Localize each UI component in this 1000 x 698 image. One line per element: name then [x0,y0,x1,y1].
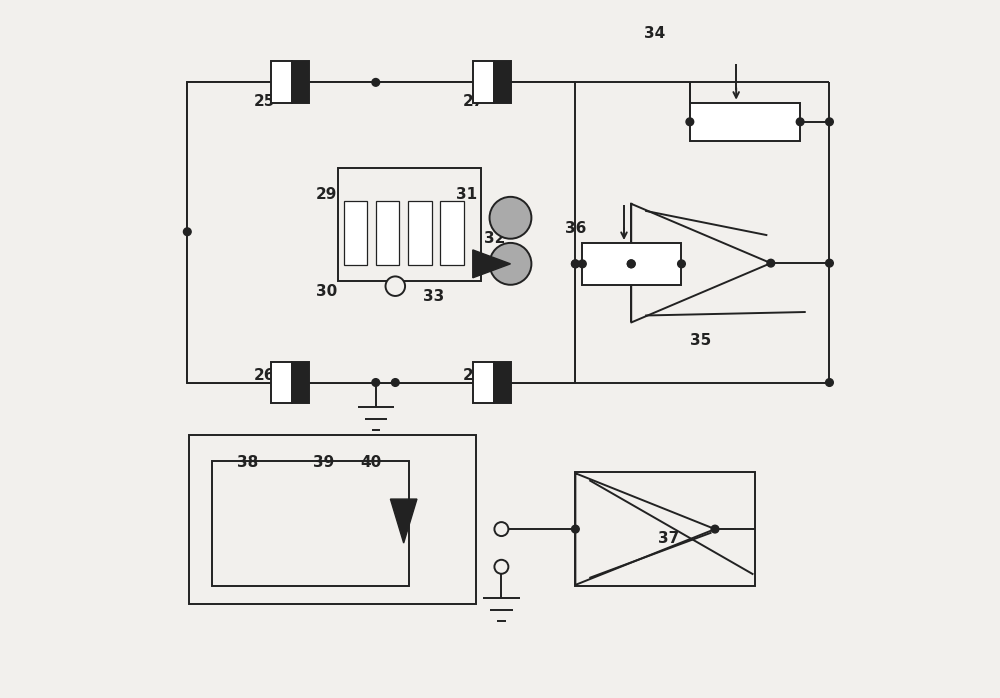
Circle shape [826,378,833,387]
Bar [376,201,399,265]
Bar [582,243,681,285]
Circle shape [391,378,399,387]
Bar [473,362,494,403]
Circle shape [767,260,775,267]
Text: 25: 25 [253,94,275,109]
Text: 40: 40 [360,454,381,470]
Circle shape [572,260,579,268]
Text: 38: 38 [237,454,258,470]
Bar [292,362,309,403]
Text: 33: 33 [423,289,444,304]
Circle shape [627,260,635,268]
Circle shape [572,525,579,533]
Circle shape [627,260,635,268]
Text: 32: 32 [484,231,505,246]
Circle shape [490,197,531,239]
Text: 31: 31 [456,186,477,202]
Circle shape [494,560,508,574]
Circle shape [711,525,719,533]
Circle shape [490,243,531,285]
Text: 39: 39 [313,454,335,470]
Circle shape [826,118,833,126]
Text: 27: 27 [463,94,484,109]
Bar [494,61,511,103]
Bar [473,61,494,103]
Circle shape [678,260,685,268]
Bar [212,461,409,586]
Bar [271,61,292,103]
Circle shape [386,276,405,296]
Polygon shape [473,250,510,278]
Circle shape [572,260,579,268]
Text: 34: 34 [644,26,666,41]
Bar [187,82,575,383]
Bar [440,201,464,265]
Text: 35: 35 [690,333,712,348]
Text: 29: 29 [316,186,338,202]
Bar [271,362,292,403]
Bar [344,201,367,265]
Circle shape [579,260,586,268]
Text: 36: 36 [565,221,586,237]
Circle shape [494,522,508,536]
Bar [690,103,800,141]
Bar [575,472,755,586]
Bar [408,201,432,265]
Text: 30: 30 [316,284,338,299]
Bar [189,435,476,604]
Bar [292,61,309,103]
Circle shape [826,260,833,267]
Text: 26: 26 [253,368,275,383]
Bar [494,362,511,403]
Text: 28: 28 [463,368,484,383]
Circle shape [796,118,804,126]
Circle shape [686,118,694,126]
Circle shape [372,79,380,87]
Circle shape [183,228,191,236]
Circle shape [372,378,380,387]
Bar [338,168,481,281]
Text: 37: 37 [658,531,680,547]
Polygon shape [390,499,417,543]
